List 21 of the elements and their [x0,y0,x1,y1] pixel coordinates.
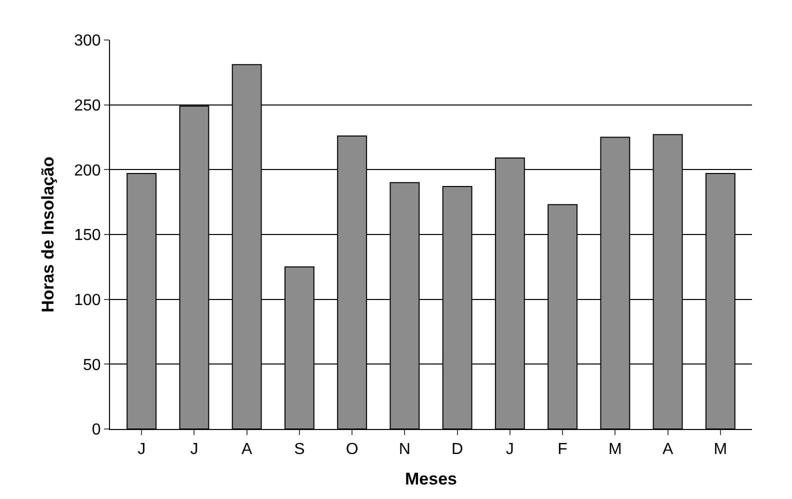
x-axis-title: Meses [405,470,457,489]
y-tick-label: 150 [74,227,101,244]
x-tick-label: D [452,441,464,458]
x-tick-label: J [190,441,198,458]
x-tick-label: N [398,441,410,458]
x-tick-label: J [138,441,146,458]
x-tick-label: A [241,441,252,458]
x-tick-label: S [294,441,305,458]
x-tick-label: M [714,441,728,458]
y-axis-title: Horas de Insolação [38,156,58,312]
y-tick-label: 100 [74,292,101,309]
x-tick-label: A [662,441,674,458]
x-tick-label: M [608,441,622,458]
y-tick-label: 200 [74,162,101,180]
y-tick-label: 0 [92,422,101,439]
y-tick-label: 250 [74,97,101,114]
x-tick-label: O [346,441,358,458]
y-tick-label: 300 [74,32,101,50]
y-tick-label: 50 [83,356,101,374]
x-tick-label: F [558,441,568,458]
x-tick-label: J [506,441,514,458]
